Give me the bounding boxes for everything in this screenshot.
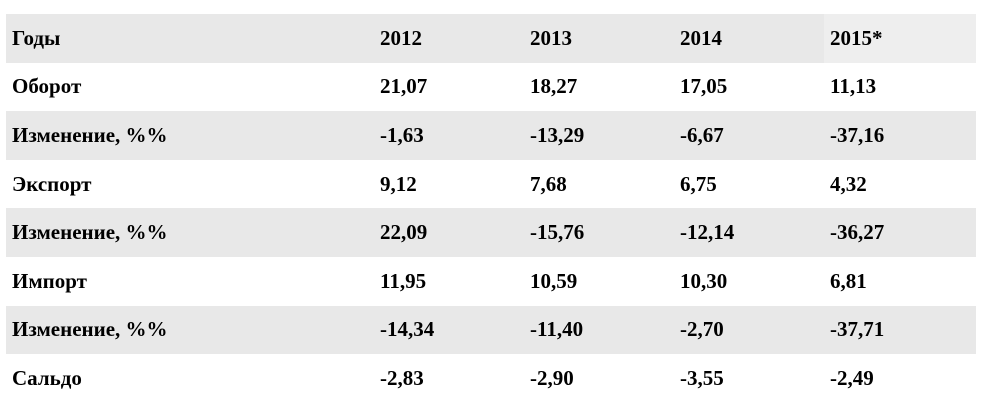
cell: -2,70 xyxy=(674,305,824,355)
cell: 11,13 xyxy=(830,74,877,99)
header-cell: 2013 xyxy=(524,14,674,63)
cell: 18,27 xyxy=(530,74,578,99)
table-row: Сальдо -2,83 -2,90 -3,55 -2,49 xyxy=(6,354,976,403)
cell: 9,12 xyxy=(380,171,417,196)
cell: -6,67 xyxy=(674,111,824,160)
header-cell: 2012 xyxy=(374,14,524,63)
table-row: Изменение, %% -1,63 -13,29 -6,67 -37,16 xyxy=(6,111,976,160)
cell: 11,95 xyxy=(380,268,427,293)
cell: 6,81 xyxy=(830,268,867,293)
cell: -3,55 xyxy=(680,365,724,390)
cell: 6,75 xyxy=(680,171,717,196)
table-row: Изменение, %% 22,09 -15,76 -12,14 -36,27 xyxy=(6,208,976,257)
cell: -11,40 xyxy=(524,305,674,355)
cell: 10,59 xyxy=(530,268,578,293)
cell: -37,16 xyxy=(824,111,976,160)
cell: 21,07 xyxy=(380,74,428,99)
cell: -2,49 xyxy=(830,365,874,390)
cell: -2,90 xyxy=(530,365,574,390)
header-cell: 2014 xyxy=(674,14,824,63)
table-row: Оборот 21,07 18,27 17,05 11,13 xyxy=(6,63,976,112)
row-label: Экспорт xyxy=(12,171,92,196)
data-table: Годы 2012 2013 2014 2015* Оборот 21,07 18,27 17,… xyxy=(6,14,976,403)
cell: -15,76 xyxy=(524,208,674,257)
row-label: Оборот xyxy=(12,74,82,99)
header-cell: Годы xyxy=(6,14,374,63)
header-row: Годы 2012 2013 2014 2015* xyxy=(6,14,976,63)
cell: 4,32 xyxy=(830,171,867,196)
cell: -14,34 xyxy=(374,305,524,355)
cell: -1,63 xyxy=(374,111,524,160)
cell: -12,14 xyxy=(674,208,824,257)
table-row: Импорт 11,95 10,59 10,30 6,81 xyxy=(6,257,976,306)
cell: -13,29 xyxy=(524,111,674,160)
cell: 17,05 xyxy=(680,74,728,99)
cell: -37,71 xyxy=(824,305,976,355)
row-label: Изменение, %% xyxy=(6,208,374,257)
cell: -2,83 xyxy=(380,365,424,390)
header-cell: 2015* xyxy=(824,14,976,63)
row-label: Импорт xyxy=(12,268,87,293)
table-row: Экспорт 9,12 7,68 6,75 4,32 xyxy=(6,160,976,209)
cell: 7,68 xyxy=(530,171,567,196)
cell: 10,30 xyxy=(680,268,728,293)
row-label: Изменение, %% xyxy=(6,111,374,160)
cell: -36,27 xyxy=(824,208,976,257)
table-row: Изменение, %% -14,34 -11,40 -2,70 -37,71 xyxy=(6,305,976,355)
row-label: Изменение, %% xyxy=(6,305,374,355)
cell: 22,09 xyxy=(374,208,524,257)
row-label: Сальдо xyxy=(12,365,82,390)
